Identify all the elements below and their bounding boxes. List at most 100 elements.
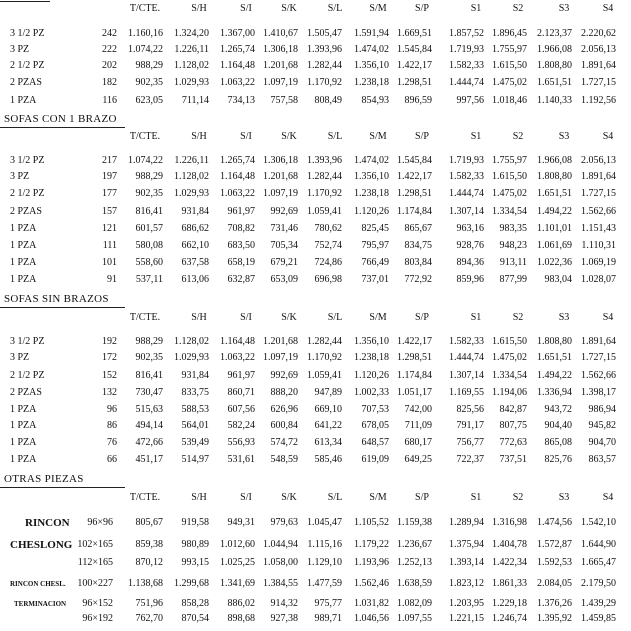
price: 1.376,26 xyxy=(537,598,572,609)
price: 1.246,74 xyxy=(492,613,527,624)
price: 1.393,14 xyxy=(449,557,484,568)
price: 679,21 xyxy=(270,257,299,268)
price: 1.422,17 xyxy=(397,171,432,182)
price: 988,29 xyxy=(135,60,164,71)
price: 558,60 xyxy=(135,257,164,268)
column-header: T/CTE. xyxy=(129,131,161,142)
price: 1.393,96 xyxy=(307,44,342,55)
price: 975,77 xyxy=(314,598,343,609)
price: 997,56 xyxy=(456,95,485,106)
price: 708,82 xyxy=(227,223,256,234)
column-header: S/L xyxy=(327,131,343,142)
price: 619,09 xyxy=(361,454,390,465)
price: 662,10 xyxy=(181,240,210,251)
row-label: 2 PZAS xyxy=(10,387,42,398)
price: 1.138,68 xyxy=(128,578,163,589)
price: 825,76 xyxy=(544,454,573,465)
price: 1.028,07 xyxy=(581,274,616,285)
column-header: S/M xyxy=(369,131,387,142)
price: 886,02 xyxy=(227,598,256,609)
price: 870,12 xyxy=(135,557,164,568)
price: 1.046,56 xyxy=(354,613,389,624)
price: 1.051,17 xyxy=(397,387,432,398)
row-label: 3 PZ xyxy=(10,352,30,363)
price: 825,45 xyxy=(361,223,390,234)
price: 1.966,08 xyxy=(537,155,572,166)
price: 1.669,51 xyxy=(397,28,432,39)
price: 1.025,25 xyxy=(220,557,255,568)
price: 1.592,53 xyxy=(537,557,572,568)
price: 1.591,94 xyxy=(354,28,389,39)
price: 1.159,38 xyxy=(397,517,432,528)
price: 1.203,95 xyxy=(449,598,484,609)
price: 1.324,20 xyxy=(174,28,209,39)
price: 1.542,10 xyxy=(581,517,616,528)
price: 1.356,10 xyxy=(354,60,389,71)
price: 1.045,47 xyxy=(307,517,342,528)
price: 914,32 xyxy=(270,598,299,609)
price: 737,51 xyxy=(499,454,528,465)
row-size: 100×227 xyxy=(77,578,113,589)
price: 1.336,94 xyxy=(537,387,572,398)
price: 494,14 xyxy=(135,420,164,431)
price: 1.298,51 xyxy=(397,352,432,363)
price: 1.238,18 xyxy=(354,352,389,363)
price: 842,87 xyxy=(499,404,528,415)
price: 1.058,00 xyxy=(263,557,298,568)
price: 588,53 xyxy=(181,404,210,415)
price: 1.334,54 xyxy=(492,370,527,381)
price: 1.404,78 xyxy=(492,539,527,550)
column-header: S4 xyxy=(602,312,614,323)
rule xyxy=(0,1,50,2)
price: 1.459,85 xyxy=(581,613,616,624)
rule xyxy=(0,487,125,488)
row-label: 1 PZA xyxy=(10,240,37,251)
price: 863,57 xyxy=(588,454,617,465)
row-size: 172 xyxy=(102,352,117,363)
price: 1.393,96 xyxy=(307,155,342,166)
price: 1.615,50 xyxy=(492,171,527,182)
price: 1.265,74 xyxy=(220,155,255,166)
price: 780,62 xyxy=(314,223,343,234)
column-header: S/M xyxy=(369,3,387,14)
price: 931,84 xyxy=(181,370,210,381)
price: 2.123,37 xyxy=(537,28,572,39)
price: 1.101,01 xyxy=(537,223,572,234)
price: 825,56 xyxy=(456,404,485,415)
price: 613,34 xyxy=(314,437,343,448)
price: 1.140,33 xyxy=(537,95,572,106)
row-size: 217 xyxy=(102,155,117,166)
price: 870,54 xyxy=(181,613,210,624)
price: 1.474,02 xyxy=(354,155,389,166)
price: 854,93 xyxy=(361,95,390,106)
column-header: S2 xyxy=(512,3,524,14)
price: 696,98 xyxy=(314,274,343,285)
row-size: 101 xyxy=(102,257,117,268)
price: 686,62 xyxy=(181,223,210,234)
price: 1.582,33 xyxy=(449,336,484,347)
row-size: 66 xyxy=(107,454,117,465)
column-header: S/K xyxy=(281,312,297,323)
price: 945,82 xyxy=(588,420,617,431)
price: 762,70 xyxy=(135,613,164,624)
price: 766,49 xyxy=(361,257,390,268)
price: 988,29 xyxy=(135,336,164,347)
price: 1.097,19 xyxy=(263,352,298,363)
price: 613,06 xyxy=(181,274,210,285)
price: 756,77 xyxy=(456,437,485,448)
price: 1.422,17 xyxy=(397,336,432,347)
price: 548,59 xyxy=(270,454,299,465)
price: 1.306,18 xyxy=(263,155,298,166)
price: 983,04 xyxy=(544,274,573,285)
price: 600,84 xyxy=(270,420,299,431)
price: 894,36 xyxy=(456,257,485,268)
price: 1.398,17 xyxy=(581,387,616,398)
row-size: 96 xyxy=(107,404,117,415)
price: 607,56 xyxy=(227,404,256,415)
price: 1.891,64 xyxy=(581,60,616,71)
price: 1.823,12 xyxy=(449,578,484,589)
price: 898,68 xyxy=(227,613,256,624)
column-header: S1 xyxy=(470,3,482,14)
price: 1.562,66 xyxy=(581,370,616,381)
price: 943,72 xyxy=(544,404,573,415)
